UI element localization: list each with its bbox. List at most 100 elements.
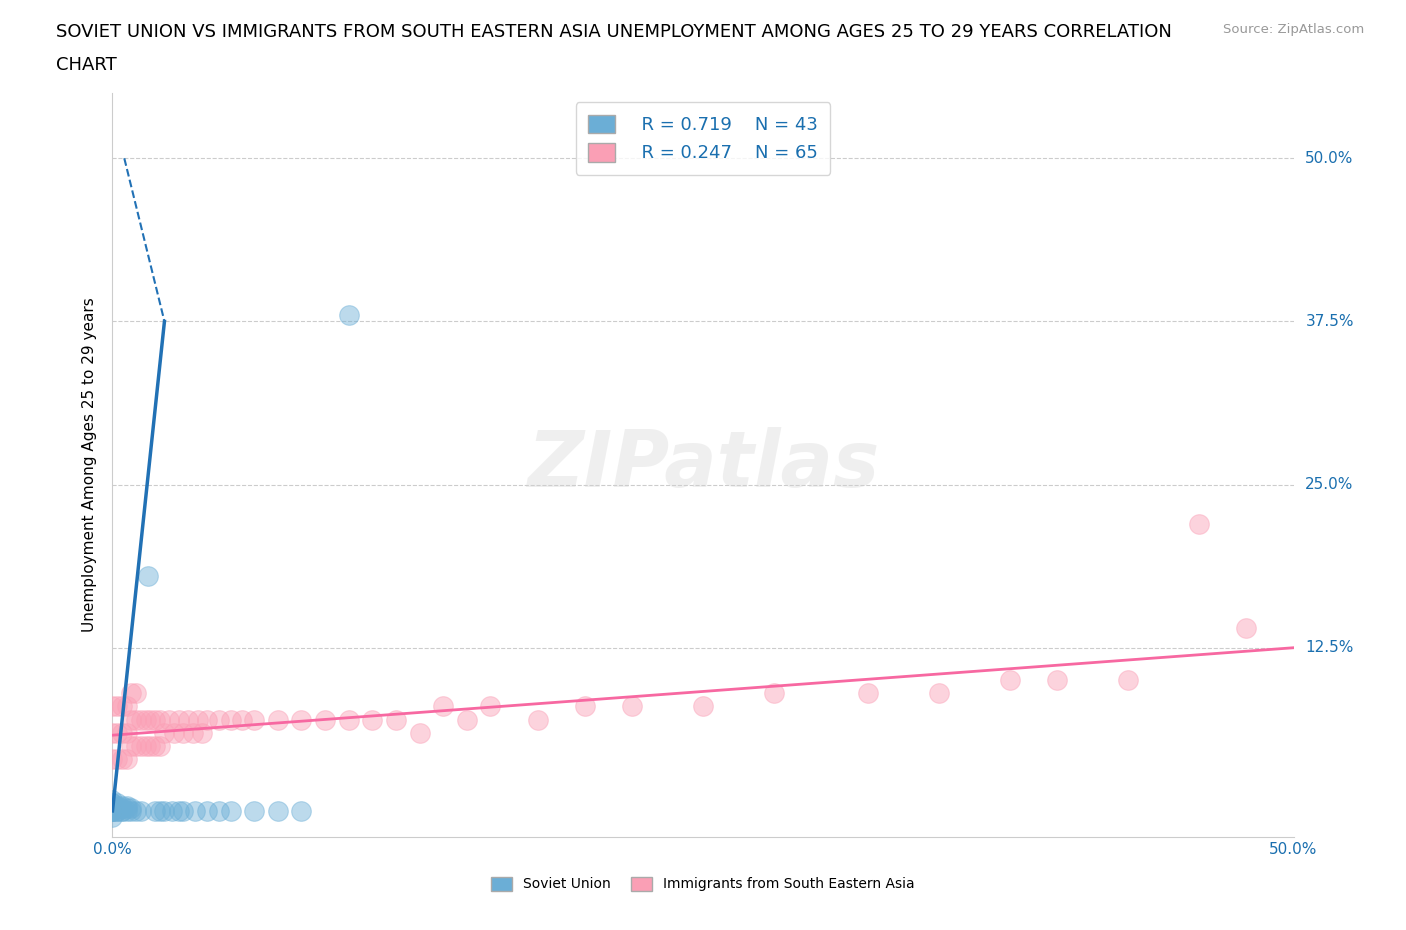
Point	[101, 798, 124, 813]
Point	[125, 712, 148, 727]
Point	[1116, 673, 1139, 688]
Point	[115, 804, 138, 818]
Point	[105, 798, 128, 813]
Text: SOVIET UNION VS IMMIGRANTS FROM SOUTH EASTERN ASIA UNEMPLOYMENT AMONG AGES 25 TO: SOVIET UNION VS IMMIGRANTS FROM SOUTH EA…	[56, 23, 1173, 41]
Point	[337, 712, 360, 727]
Point	[101, 796, 124, 811]
Point	[172, 725, 194, 740]
Point	[120, 804, 142, 818]
Point	[105, 804, 128, 818]
Point	[143, 712, 166, 727]
Point	[129, 804, 152, 818]
Point	[115, 801, 138, 816]
Y-axis label: Unemployment Among Ages 25 to 29 years: Unemployment Among Ages 25 to 29 years	[82, 298, 97, 632]
Text: 37.5%: 37.5%	[1305, 314, 1354, 329]
Point	[129, 712, 152, 727]
Point	[692, 699, 714, 714]
Text: 25.0%: 25.0%	[1305, 477, 1354, 492]
Point	[219, 712, 242, 727]
Point	[243, 712, 266, 727]
Point	[101, 804, 124, 818]
Point	[191, 725, 214, 740]
Point	[385, 712, 408, 727]
Point	[101, 796, 124, 811]
Point	[243, 804, 266, 818]
Point	[167, 712, 190, 727]
Legend: Soviet Union, Immigrants from South Eastern Asia: Soviet Union, Immigrants from South East…	[485, 871, 921, 897]
Point	[858, 686, 880, 701]
Point	[184, 804, 207, 818]
Point	[361, 712, 384, 727]
Point	[267, 804, 290, 818]
Point	[1188, 516, 1211, 531]
Point	[621, 699, 644, 714]
Point	[111, 804, 134, 818]
Point	[267, 712, 290, 727]
Point	[408, 725, 430, 740]
Point	[1046, 673, 1069, 688]
Point	[762, 686, 785, 701]
Point	[101, 810, 124, 825]
Point	[149, 738, 172, 753]
Point	[105, 804, 128, 818]
Point	[337, 308, 360, 323]
Point	[101, 725, 124, 740]
Point	[115, 751, 138, 766]
Point	[101, 804, 124, 818]
Point	[105, 751, 128, 766]
Point	[167, 804, 190, 818]
Point	[219, 804, 242, 818]
Point	[105, 796, 128, 811]
Point	[195, 804, 218, 818]
Point	[111, 801, 134, 816]
Point	[101, 804, 124, 818]
Point	[101, 793, 124, 808]
Point	[101, 804, 124, 818]
Point	[153, 804, 176, 818]
Point	[101, 801, 124, 816]
Point	[195, 712, 218, 727]
Point	[111, 725, 134, 740]
Point	[181, 725, 204, 740]
Point	[928, 686, 950, 701]
Point	[115, 725, 138, 740]
Point	[290, 804, 312, 818]
Point	[111, 798, 134, 813]
Point	[143, 804, 166, 818]
Point	[186, 712, 208, 727]
Point	[208, 712, 231, 727]
Point	[290, 712, 312, 727]
Point	[139, 738, 162, 753]
Point	[157, 712, 180, 727]
Text: ZIPatlas: ZIPatlas	[527, 427, 879, 503]
Point	[120, 712, 142, 727]
Point	[163, 725, 186, 740]
Point	[129, 738, 152, 753]
Point	[101, 804, 124, 818]
Point	[153, 725, 176, 740]
Point	[120, 801, 142, 816]
Point	[526, 712, 548, 727]
Point	[105, 699, 128, 714]
Point	[115, 699, 138, 714]
Point	[149, 804, 172, 818]
Point	[101, 801, 124, 816]
Point	[149, 712, 172, 727]
Point	[177, 712, 200, 727]
Point	[105, 725, 128, 740]
Text: 50.0%: 50.0%	[1305, 151, 1354, 166]
Text: Source: ZipAtlas.com: Source: ZipAtlas.com	[1223, 23, 1364, 36]
Point	[125, 738, 148, 753]
Point	[136, 568, 159, 583]
Point	[125, 804, 148, 818]
Point	[120, 686, 142, 701]
Point	[120, 738, 142, 753]
Point	[105, 801, 128, 816]
Point	[111, 804, 134, 818]
Point	[456, 712, 478, 727]
Point	[998, 673, 1021, 688]
Point	[111, 751, 134, 766]
Point	[139, 712, 162, 727]
Point	[1234, 620, 1257, 635]
Point	[231, 712, 253, 727]
